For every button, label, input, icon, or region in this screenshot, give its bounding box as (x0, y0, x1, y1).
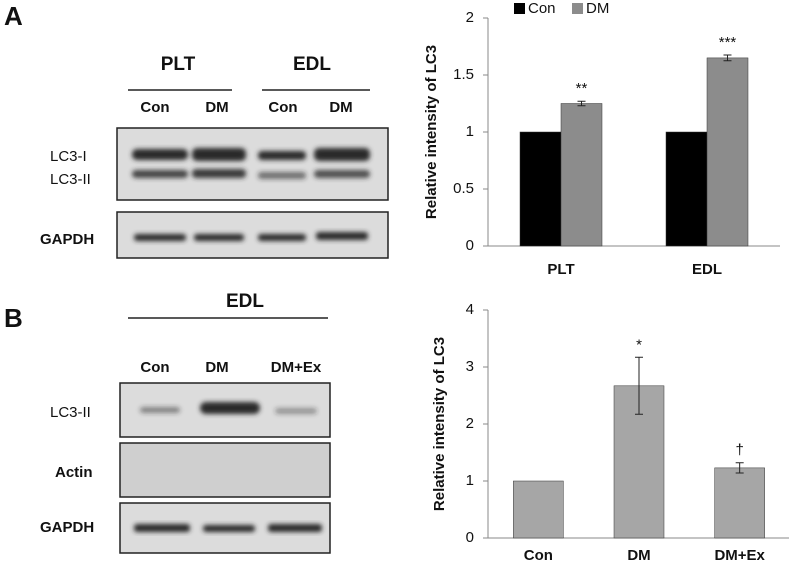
x-tick-label: DM+Ex (714, 547, 765, 564)
lane-label: DM (205, 359, 228, 376)
x-tick-label: Con (524, 547, 553, 564)
legend-swatch (514, 3, 525, 14)
bar (560, 103, 603, 247)
significance-label: *** (719, 34, 737, 51)
panel-label: B (4, 303, 23, 333)
group-label: EDL (226, 291, 264, 312)
bar (714, 467, 765, 539)
panel-label: A (4, 1, 23, 31)
lane-label: Con (140, 359, 169, 376)
y-tick-label: 0.5 (453, 180, 474, 197)
row-label: GAPDH (40, 519, 94, 536)
lane-label: DM (329, 99, 352, 116)
row-label: LC3-II (50, 171, 91, 188)
y-tick-label: 2 (466, 415, 474, 432)
blot (116, 127, 389, 259)
error-bar (723, 54, 732, 62)
significance-label: † (735, 442, 743, 459)
group-label: EDL (293, 54, 331, 75)
x-tick-label: EDL (692, 261, 722, 278)
y-tick-label: 4 (466, 301, 474, 318)
lane-label: DM (205, 99, 228, 116)
row-label: LC3-I (50, 148, 87, 165)
group-label: PLT (161, 54, 196, 75)
y-tick-label: 1.5 (453, 66, 474, 83)
lane-label: Con (268, 99, 297, 116)
legend-label: Con (528, 0, 556, 17)
bar (665, 131, 708, 247)
error-bar (577, 100, 586, 107)
y-axis-label: Relative intensity of LC3 (431, 337, 448, 511)
lane-label: DM+Ex (271, 359, 322, 376)
y-tick-label: 1 (466, 472, 474, 489)
y-tick-label: 3 (466, 358, 474, 375)
lane-label: Con (140, 99, 169, 116)
row-label: Actin (55, 464, 93, 481)
bar (513, 480, 564, 539)
bar (706, 57, 749, 247)
y-axis-label: Relative intensity of LC3 (423, 45, 440, 219)
row-label: LC3-II (50, 404, 91, 421)
bar (519, 131, 562, 247)
x-tick-label: PLT (547, 261, 574, 278)
y-tick-label: 0 (466, 237, 474, 254)
y-tick-label: 0 (466, 529, 474, 546)
error-bar (735, 462, 744, 474)
blot (119, 382, 331, 554)
y-tick-label: 2 (466, 9, 474, 26)
row-label: GAPDH (40, 231, 94, 248)
legend-swatch (572, 3, 583, 14)
y-tick-label: 1 (466, 123, 474, 140)
x-tick-label: DM (627, 547, 650, 564)
legend-label: DM (586, 0, 609, 17)
significance-label: ** (576, 80, 588, 97)
significance-label: * (636, 336, 642, 353)
error-bar (635, 356, 643, 415)
